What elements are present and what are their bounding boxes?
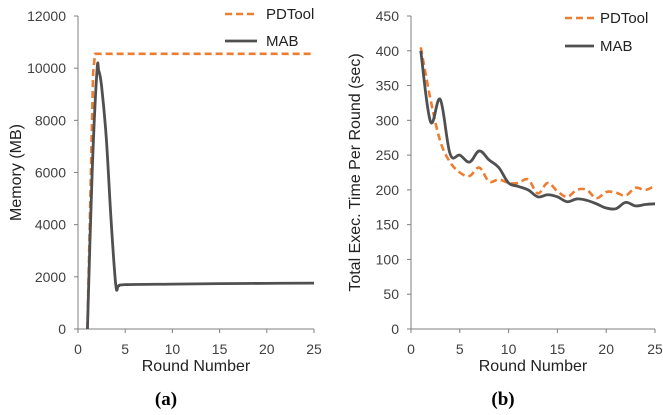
legend-label-mab: MAB (266, 33, 299, 50)
panel-label: (a) (155, 389, 177, 410)
y-axis-title: Total Exec. Time Per Round (sec) (347, 53, 364, 291)
y-tick-label: 450 (376, 8, 400, 24)
x-tick-label: 15 (212, 341, 228, 357)
y-tick-label: 10000 (27, 60, 66, 76)
y-tick-label: 4000 (35, 217, 66, 233)
x-tick-label: 25 (306, 341, 322, 357)
x-tick-label: 5 (121, 341, 129, 357)
legend-label-pdtool: PDTool (266, 6, 314, 23)
y-tick-label: 300 (376, 112, 400, 128)
x-tick-label: 25 (647, 341, 663, 357)
y-tick-label: 2000 (35, 269, 66, 285)
x-tick-label: 0 (74, 341, 82, 357)
y-tick-label: 0 (391, 321, 399, 337)
x-axis-title: Round Number (479, 358, 588, 375)
series-line-mab (86, 61, 315, 330)
panel-a-chart: 0 2000 4000 6000 8000 10000 12000 0 5 10 15 20 25 Rou… (8, 6, 322, 410)
y-tick-label: 150 (376, 217, 400, 233)
y-tick-label: 8000 (35, 112, 66, 128)
panel-b-chart: 0 50 100 150 200 250 300 350 400 450 0 5 10 15 20 25 Rou… (347, 8, 663, 410)
y-tick-label: 250 (376, 147, 400, 163)
legend-label-pdtool: PDTool (600, 10, 648, 27)
y-tick-label: 100 (376, 251, 400, 267)
legend-label-mab: MAB (600, 38, 633, 55)
panel-label: (b) (491, 389, 514, 410)
x-tick-label: 10 (501, 341, 517, 357)
series-line-pdtool (419, 47, 656, 200)
x-tick-label: 15 (550, 341, 566, 357)
x-tick-label: 20 (598, 341, 614, 357)
y-tick-label: 50 (383, 286, 399, 302)
x-axis-title: Round Number (142, 358, 251, 375)
y-tick-label: 0 (58, 321, 66, 337)
y-tick-label: 200 (376, 182, 400, 198)
x-tick-label: 20 (259, 341, 275, 357)
y-tick-label: 350 (376, 78, 400, 94)
x-tick-label: 0 (407, 341, 415, 357)
y-tick-label: 12000 (27, 8, 66, 24)
x-tick-label: 5 (456, 341, 464, 357)
series-line-mab (419, 50, 656, 211)
x-tick-label: 10 (165, 341, 181, 357)
series-line-pdtool (86, 52, 314, 330)
y-axis-title: Memory (MB) (8, 124, 25, 221)
y-tick-label: 400 (376, 43, 400, 59)
y-tick-label: 6000 (35, 165, 66, 181)
